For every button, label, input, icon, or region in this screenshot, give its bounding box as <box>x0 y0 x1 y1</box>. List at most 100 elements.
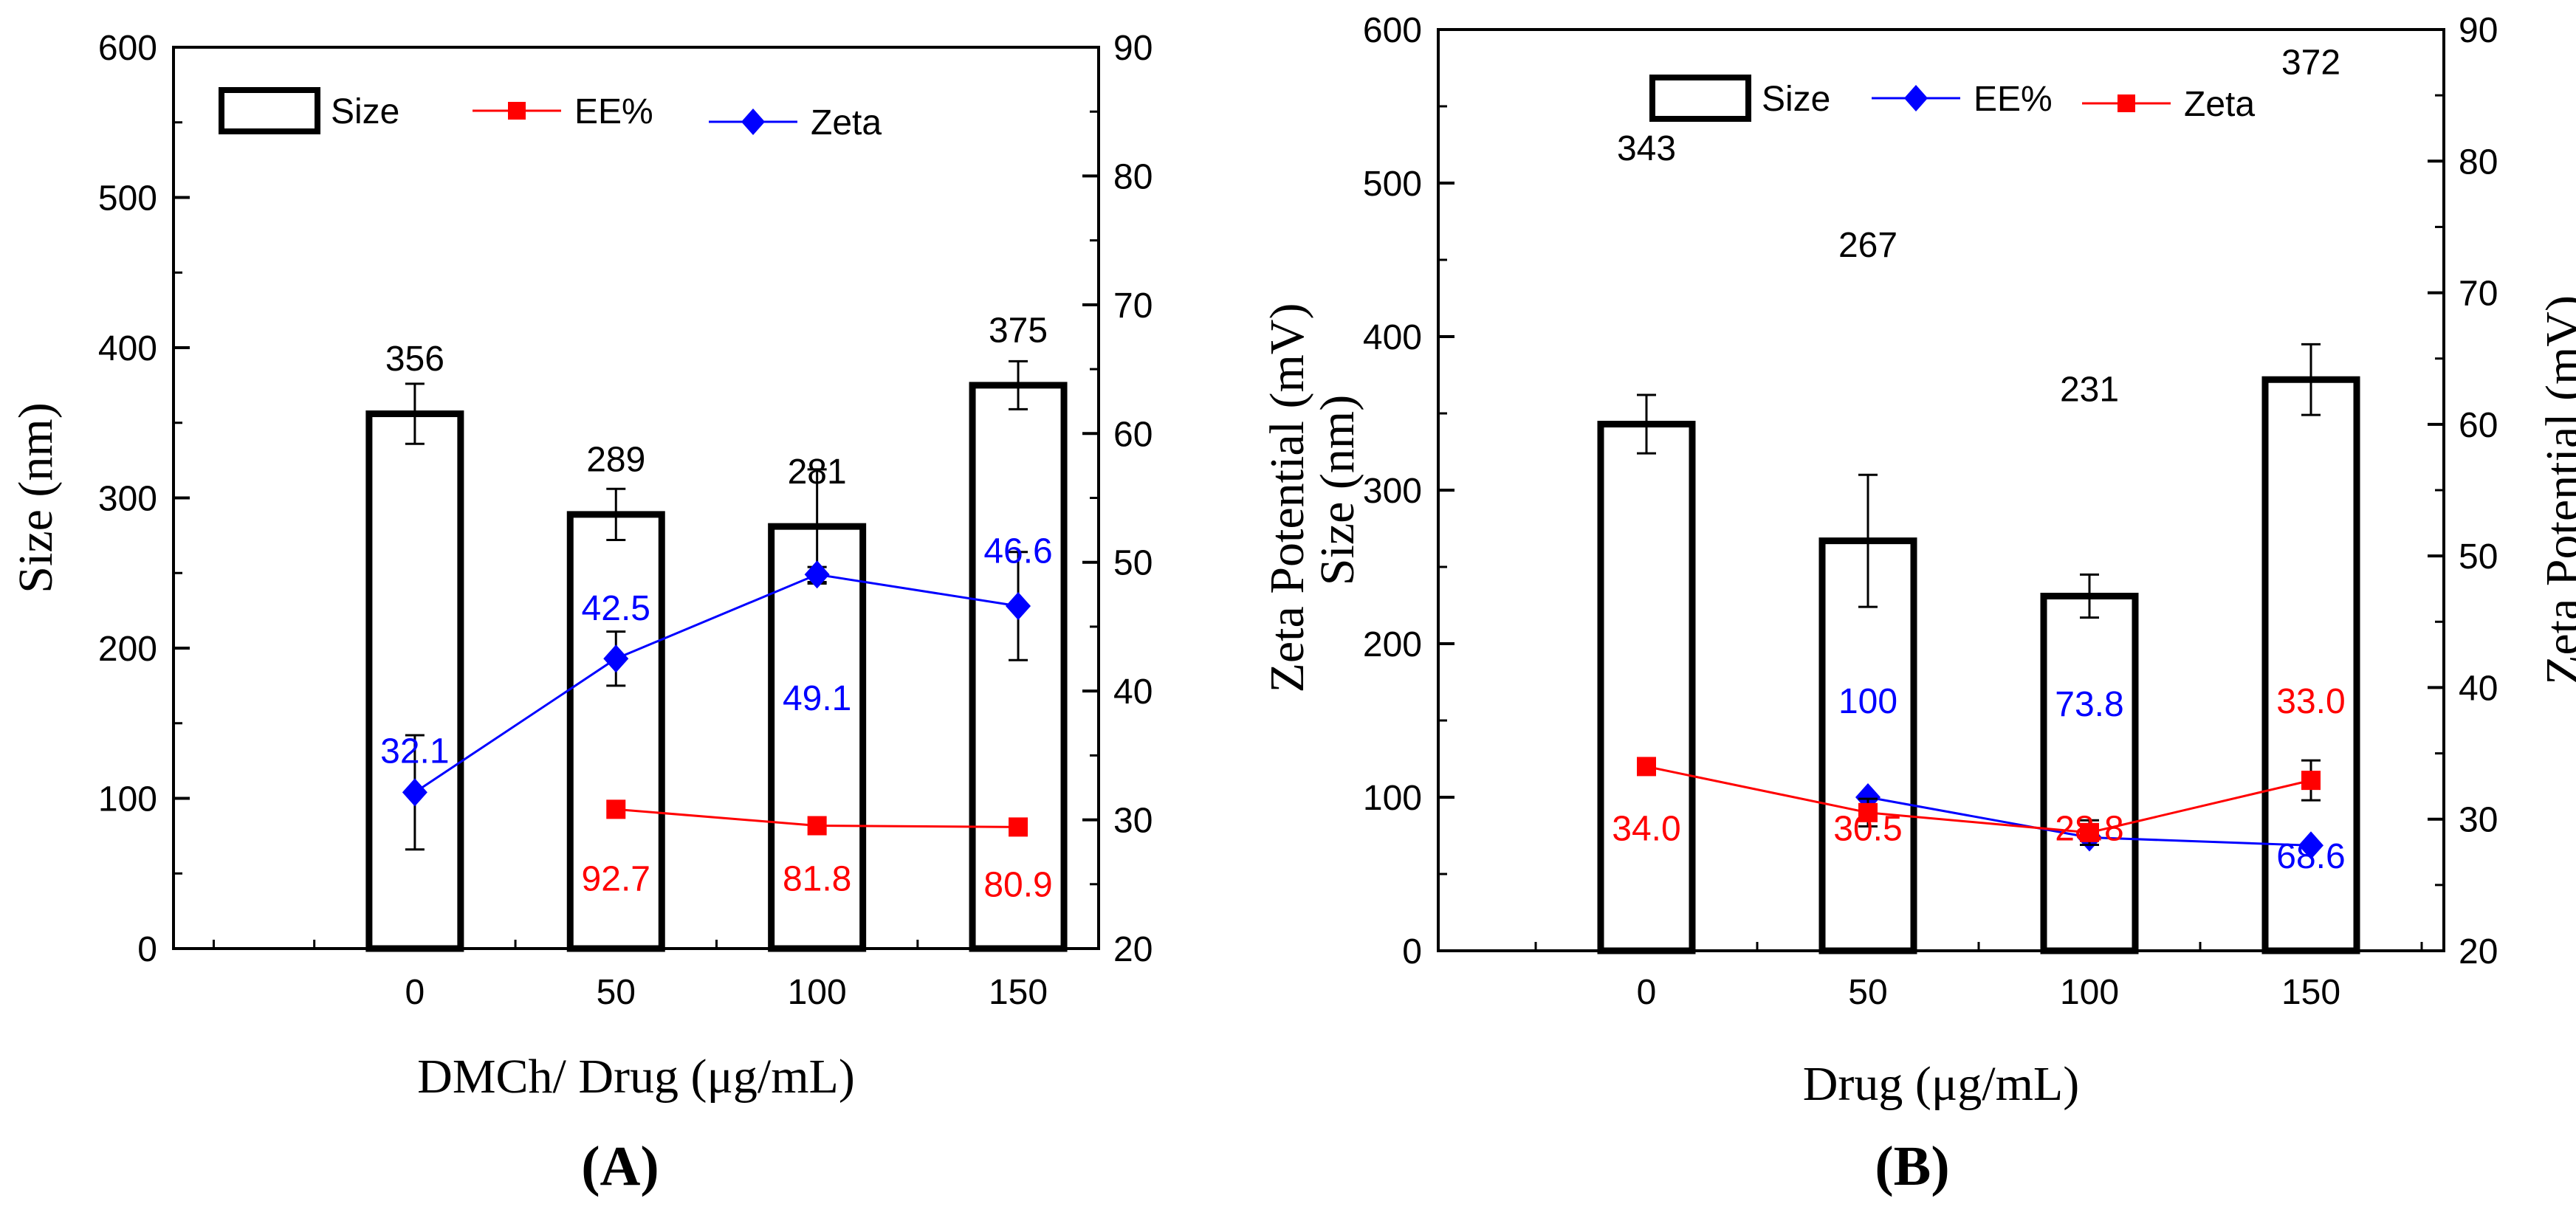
y-right-tick-label: 20 <box>2459 932 2498 971</box>
x-tick-label: 100 <box>788 973 847 1012</box>
square-marker <box>1637 757 1656 777</box>
series-line <box>414 573 1019 794</box>
diamond-marker <box>2298 831 2323 860</box>
y-right-tick-label: 70 <box>2459 275 2498 314</box>
size-data-label: 356 <box>385 340 444 379</box>
square-marker <box>2080 822 2099 842</box>
data-label: 81.8 <box>783 859 851 898</box>
diamond-marker <box>1006 592 1031 621</box>
series-size: 343 267 231 372 <box>1597 44 2360 954</box>
data-label: 49.1 <box>783 679 851 718</box>
series-ee: 92.7 81.8 80.9 <box>582 799 1053 904</box>
legend-item-size: Size <box>1649 75 1830 122</box>
diamond-marker <box>402 778 427 807</box>
legend-label: EE% <box>1974 80 2053 119</box>
y-right-tick-label: 90 <box>2459 11 2498 50</box>
panel-a: 0 100 200 300 400 500 600 20 30 40 50 60 70 80 90 0 50 10… <box>9 29 1314 1197</box>
legend-swatch-bar <box>1649 75 1751 122</box>
size-bar <box>969 382 1068 952</box>
y-right-tick-label: 20 <box>1113 930 1153 969</box>
square-marker <box>606 799 626 819</box>
legend-item-ee: EE% <box>1872 80 2053 119</box>
legend-square-marker <box>2118 94 2135 112</box>
series-zeta: 34.0 30.5 28.8 33.0 <box>1612 682 2345 849</box>
data-label: 73.8 <box>2055 685 2123 724</box>
square-marker <box>807 816 827 836</box>
size-data-label: 289 <box>586 441 645 480</box>
size-bar <box>566 511 665 952</box>
size-data-label: 343 <box>1617 129 1676 168</box>
legend-square-marker <box>508 102 526 120</box>
legend-swatch-bar <box>219 87 320 134</box>
legend-label: Size <box>1762 80 1830 119</box>
y-left-tick-label: 400 <box>98 329 157 368</box>
y-right-axis-title: Zeta Potential (mV) <box>2536 295 2576 685</box>
series-line <box>1646 765 2312 834</box>
y-right-tick-label: 90 <box>1113 29 1153 68</box>
panel-label: (B) <box>1875 1135 1949 1197</box>
square-marker <box>1858 802 1878 822</box>
square-marker <box>1009 817 1028 837</box>
x-tick-label: 150 <box>989 973 1048 1012</box>
y-left-tick-label: 200 <box>98 630 157 669</box>
legend-item-ee: EE% <box>473 92 653 131</box>
data-label: 33.0 <box>2276 682 2345 721</box>
data-label: 32.1 <box>380 732 449 771</box>
legend-label: Size <box>331 92 399 131</box>
size-data-label: 372 <box>2281 44 2340 83</box>
y-right-tick-label: 60 <box>1113 415 1153 454</box>
y-right-tick-label: 60 <box>2459 406 2498 445</box>
series-zeta: 32.1 42.5 49.1 46.6 <box>380 532 1053 851</box>
legend-diamond-marker <box>741 109 765 135</box>
size-data-label: 267 <box>1838 226 1897 265</box>
legend-item-size: Size <box>219 87 399 134</box>
y-left-tick-label: 300 <box>98 480 157 519</box>
size-bar <box>2040 593 2139 954</box>
y-left-tick-label: 0 <box>1402 932 1422 971</box>
y-right-tick-label: 50 <box>2459 537 2498 577</box>
y-left-tick-label: 600 <box>1363 11 1422 50</box>
data-label: 80.9 <box>983 865 1052 904</box>
size-data-label: 375 <box>989 312 1048 351</box>
legend-label: EE% <box>574 92 653 131</box>
y-left-axis-title: Size (nm) <box>1311 395 1364 585</box>
x-tick-label: 0 <box>405 973 425 1012</box>
data-label: 34.0 <box>1612 810 1680 849</box>
x-tick-label: 0 <box>1637 973 1657 1012</box>
size-bar <box>1597 421 1696 954</box>
size-bar <box>365 410 464 952</box>
x-tick-label: 50 <box>1848 973 1887 1012</box>
panel-label: (A) <box>581 1135 659 1197</box>
data-label: 30.5 <box>1833 810 1902 849</box>
legend-item-zeta: Zeta <box>709 103 882 142</box>
square-marker <box>2301 771 2321 791</box>
x-tick-label: 100 <box>2060 973 2119 1012</box>
y-right-tick-label: 40 <box>2459 669 2498 708</box>
size-data-label: 281 <box>788 453 847 492</box>
data-label: 28.8 <box>2055 810 2123 849</box>
y-right-tick-label: 50 <box>1113 544 1153 583</box>
y-right-tick-label: 80 <box>2459 142 2498 182</box>
data-label: 92.7 <box>582 859 650 898</box>
y-right-tick-label: 30 <box>2459 801 2498 840</box>
legend-diamond-marker <box>1904 85 1928 111</box>
diamond-marker <box>603 644 629 673</box>
x-axis-title: Drug (μg/mL) <box>1803 1057 2079 1111</box>
y-left-axis-title: Size (nm) <box>9 402 63 593</box>
data-label: 100 <box>1838 682 1897 721</box>
size-bar <box>1818 537 1917 954</box>
y-left-tick-label: 100 <box>1363 779 1422 818</box>
x-tick-label: 150 <box>2281 973 2340 1012</box>
y-left-tick-label: 600 <box>98 29 157 68</box>
y-right-tick-label: 30 <box>1113 802 1153 841</box>
y-left-tick-label: 0 <box>137 930 157 969</box>
legend-label: Zeta <box>2184 85 2255 124</box>
y-right-tick-label: 70 <box>1113 286 1153 326</box>
y-left-tick-label: 500 <box>1363 165 1422 204</box>
legend-label: Zeta <box>811 103 882 142</box>
y-right-tick-label: 40 <box>1113 672 1153 712</box>
y-left-tick-label: 100 <box>98 780 157 819</box>
y-right-tick-label: 80 <box>1113 157 1153 196</box>
y-left-tick-label: 400 <box>1363 318 1422 357</box>
